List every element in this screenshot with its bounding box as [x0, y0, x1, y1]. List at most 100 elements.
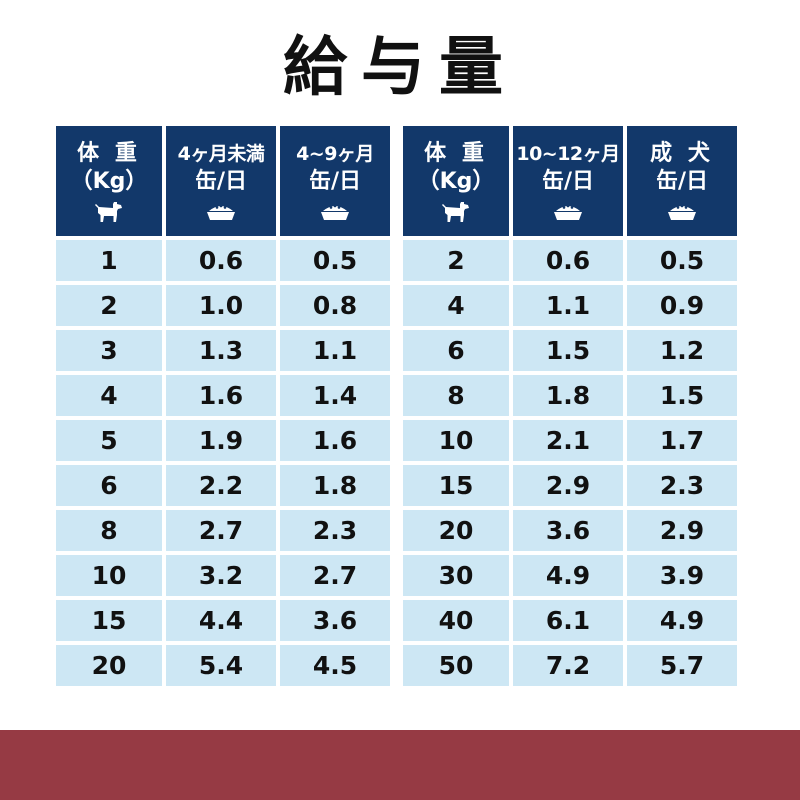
table-row: 20 3.6 2.9 — [403, 506, 737, 551]
table-cell: 8 — [403, 371, 509, 416]
table-cell: 7.2 — [513, 641, 623, 686]
table-cell: 3.6 — [280, 596, 390, 641]
table-cell: 2.1 — [513, 416, 623, 461]
header-unit: （Kg） — [417, 168, 495, 194]
table-row: 4 1.1 0.9 — [403, 281, 737, 326]
table-cell: 1.5 — [627, 371, 737, 416]
table-cell: 0.6 — [166, 236, 276, 281]
table-row: 2 0.6 0.5 — [403, 236, 737, 281]
table-cell: 1.2 — [627, 326, 737, 371]
table-row: 40 6.1 4.9 — [403, 596, 737, 641]
table-cell: 5.7 — [627, 641, 737, 686]
table-cell: 5.4 — [166, 641, 276, 686]
table-cell: 4.9 — [627, 596, 737, 641]
table-cell: 6.1 — [513, 596, 623, 641]
table-row: 10 3.2 2.7 — [56, 551, 390, 596]
table-cell: 8 — [56, 506, 162, 551]
table-cell: 6 — [56, 461, 162, 506]
table-cell: 0.5 — [280, 236, 390, 281]
table-cell: 3.9 — [627, 551, 737, 596]
table-cell: 10 — [403, 416, 509, 461]
table-cell: 15 — [403, 461, 509, 506]
food-bowl-icon — [207, 204, 235, 220]
header-unit: 缶/日 — [541, 168, 595, 194]
table-cell: 3 — [56, 326, 162, 371]
table-cell: 1.4 — [280, 371, 390, 416]
header-10-to-12-months: 10~12ヶ月 缶/日 — [513, 126, 623, 236]
table-row: 8 2.7 2.3 — [56, 506, 390, 551]
header-label: 体 重 — [424, 140, 488, 166]
table-cell: 15 — [56, 596, 162, 641]
table-row: 6 1.5 1.2 — [403, 326, 737, 371]
table-cell: 20 — [56, 641, 162, 686]
food-bowl-icon — [554, 204, 582, 220]
table-row: 1 0.6 0.5 — [56, 236, 390, 281]
table-cell: 0.5 — [627, 236, 737, 281]
table-cell: 1.5 — [513, 326, 623, 371]
table-cell: 10 — [56, 551, 162, 596]
table-cell: 2.3 — [627, 461, 737, 506]
food-bowl-icon — [668, 204, 696, 220]
header-unit: 缶/日 — [655, 168, 709, 194]
table-row: 3 1.3 1.1 — [56, 326, 390, 371]
table-cell: 1.6 — [280, 416, 390, 461]
table-cell: 4.4 — [166, 596, 276, 641]
table-row: 6 2.2 1.8 — [56, 461, 390, 506]
table-cell: 4.9 — [513, 551, 623, 596]
page-title: 給与量 — [283, 31, 517, 105]
header-weight: 体 重 （Kg） — [403, 126, 509, 236]
table-cell: 4 — [403, 281, 509, 326]
header-label: 4~9ヶ月 — [296, 142, 374, 165]
table-cell: 2 — [56, 281, 162, 326]
table-cell: 1.6 — [166, 371, 276, 416]
header-label: 10~12ヶ月 — [516, 142, 620, 165]
table-cell: 0.9 — [627, 281, 737, 326]
table-row: 15 2.9 2.3 — [403, 461, 737, 506]
header-4-to-9-months: 4~9ヶ月 缶/日 — [280, 126, 390, 236]
table-cell: 2.9 — [513, 461, 623, 506]
header-label: 体 重 — [77, 140, 141, 166]
table-cell: 1.8 — [280, 461, 390, 506]
dog-icon — [442, 201, 469, 222]
table-cell: 0.6 — [513, 236, 623, 281]
header-under-4-months: 4ヶ月未満 缶/日 — [166, 126, 276, 236]
table-cell: 50 — [403, 641, 509, 686]
table-cell: 2.7 — [166, 506, 276, 551]
table-cell: 0.8 — [280, 281, 390, 326]
header-weight: 体 重 （Kg） — [56, 126, 162, 236]
table-row: 50 7.2 5.7 — [403, 641, 737, 686]
table-cell: 1.1 — [513, 281, 623, 326]
table-cell: 4 — [56, 371, 162, 416]
table-row: 5 1.9 1.6 — [56, 416, 390, 461]
header-label: 4ヶ月未満 — [177, 142, 265, 165]
table-cell: 2.3 — [280, 506, 390, 551]
table-cell: 40 — [403, 596, 509, 641]
table-cell: 6 — [403, 326, 509, 371]
table-row: 10 2.1 1.7 — [403, 416, 737, 461]
table-cell: 1 — [56, 236, 162, 281]
table-cell: 1.0 — [166, 281, 276, 326]
table-cell: 5 — [56, 416, 162, 461]
food-bowl-icon — [321, 204, 349, 220]
table-row: 15 4.4 3.6 — [56, 596, 390, 641]
header-unit: 缶/日 — [308, 168, 362, 194]
table-cell: 3.2 — [166, 551, 276, 596]
table-cell: 30 — [403, 551, 509, 596]
table-cell: 1.9 — [166, 416, 276, 461]
table-cell: 4.5 — [280, 641, 390, 686]
table-cell: 2 — [403, 236, 509, 281]
header-label: 成 犬 — [650, 140, 714, 166]
header-unit: （Kg） — [70, 168, 148, 194]
table-cell: 2.2 — [166, 461, 276, 506]
table-cell: 1.7 — [627, 416, 737, 461]
table-row: 8 1.8 1.5 — [403, 371, 737, 416]
table-row: 2 1.0 0.8 — [56, 281, 390, 326]
feeding-table-left: 体 重 （Kg） 4ヶ月未満 缶/日 4~9ヶ月 缶/日 — [52, 126, 394, 686]
table-cell: 2.9 — [627, 506, 737, 551]
table-cell: 2.7 — [280, 551, 390, 596]
table-row: 20 5.4 4.5 — [56, 641, 390, 686]
table-cell: 1.3 — [166, 326, 276, 371]
table-cell: 1.1 — [280, 326, 390, 371]
header-adult-dog: 成 犬 缶/日 — [627, 126, 737, 236]
dog-icon — [95, 201, 122, 222]
